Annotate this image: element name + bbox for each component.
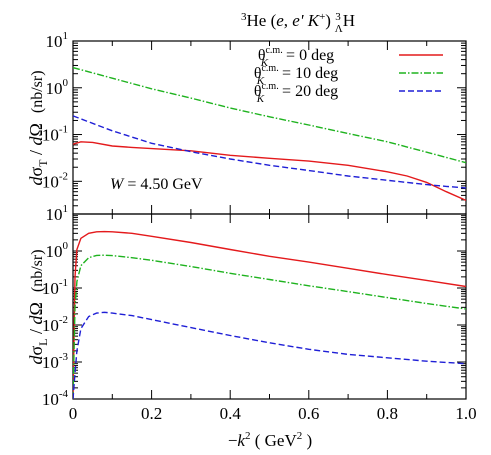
y-tick-label: 10-2 <box>42 314 68 335</box>
y-tick-label: 10-4 <box>42 388 69 409</box>
legend-label: θc.m. K = 20 deg <box>254 81 338 105</box>
chart-title: 3He (e, e' K+) 3 ΛH <box>241 11 355 35</box>
y-tick-label: 10-1 <box>42 124 68 145</box>
x-tick-label: 0.6 <box>298 404 319 423</box>
series-line-2 <box>73 115 466 189</box>
x-tick-label: 0.4 <box>220 404 242 423</box>
x-tick-label: 1.0 <box>455 404 476 423</box>
y-tick-label: 10-1 <box>42 277 68 298</box>
legend-label: θc.m. K = 0 deg <box>258 45 334 69</box>
top-y-ticks: 101 100 10-1 10-2 <box>42 30 466 215</box>
bottom-plot-frame <box>72 213 467 400</box>
bottom-x-ticks: 0 0.2 0.4 0.6 0.8 1.0 <box>69 214 477 423</box>
y-tick-label: 100 <box>46 240 69 261</box>
series-line-1 <box>73 254 466 399</box>
y-tick-label: 101 <box>46 203 69 224</box>
bottom-series-lines <box>73 230 466 399</box>
series-line-0 <box>73 141 466 202</box>
legend-label: θc.m. K = 10 deg <box>254 63 338 87</box>
top-x-ticks <box>72 41 467 214</box>
series-line-2 <box>73 311 466 399</box>
y-tick-label: 101 <box>46 30 69 51</box>
series-line-1 <box>73 66 466 164</box>
bottom-y-ticks: 101 100 10-1 10-2 10-3 10-4 <box>42 203 466 409</box>
x-axis-label: −k2 ( GeV2 ) <box>228 430 312 450</box>
x-tick-label: 0.2 <box>141 404 162 423</box>
top-annotation: W = 4.50 GeV <box>110 176 203 193</box>
x-tick-label: 0.8 <box>377 404 398 423</box>
series-line-0 <box>73 230 466 399</box>
x-tick-label: 0 <box>69 404 78 423</box>
y-tick-label: 10-2 <box>42 170 68 191</box>
top-y-axis-label: dσT / dΩ(nb/sr) <box>26 70 50 185</box>
bottom-y-axis-label: dσL / dΩ(nb/sr) <box>26 249 50 364</box>
y-tick-label: 10-3 <box>42 351 69 372</box>
y-tick-label: 100 <box>46 77 69 98</box>
title-sup: 3 <box>241 11 247 23</box>
top-series-lines <box>73 66 466 202</box>
